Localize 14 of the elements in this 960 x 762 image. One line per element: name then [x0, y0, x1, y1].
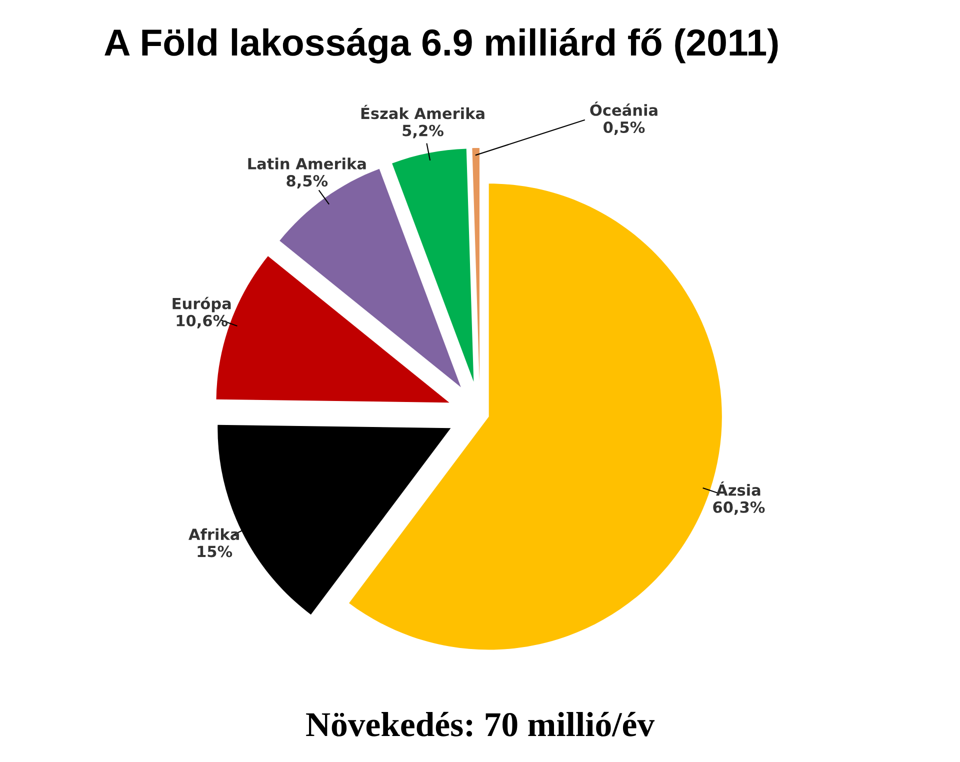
data-label: 8,5% — [286, 175, 328, 189]
text: Növekedés: 70 millió/év — [306, 712, 655, 737]
slice-label: Európa — [172, 296, 231, 312]
data-label: 5,2% — [402, 124, 444, 138]
chart-title: A Föld lakossága 6.9 milliárd fő (2011) — [104, 28, 778, 64]
data-label: 10,6% — [176, 314, 228, 328]
legend-label: Afrika — [188, 528, 239, 540]
slice-label: Észak Amerika — [361, 104, 484, 120]
data-label: 15% — [198, 546, 232, 558]
data-label: 0,5% — [604, 121, 645, 135]
slice-label: Óceánia — [590, 102, 658, 116]
slice-label: Ázsia — [716, 481, 760, 496]
slice-label: Latin Amerika — [248, 158, 366, 170]
data-label: 60,3% — [713, 501, 765, 515]
